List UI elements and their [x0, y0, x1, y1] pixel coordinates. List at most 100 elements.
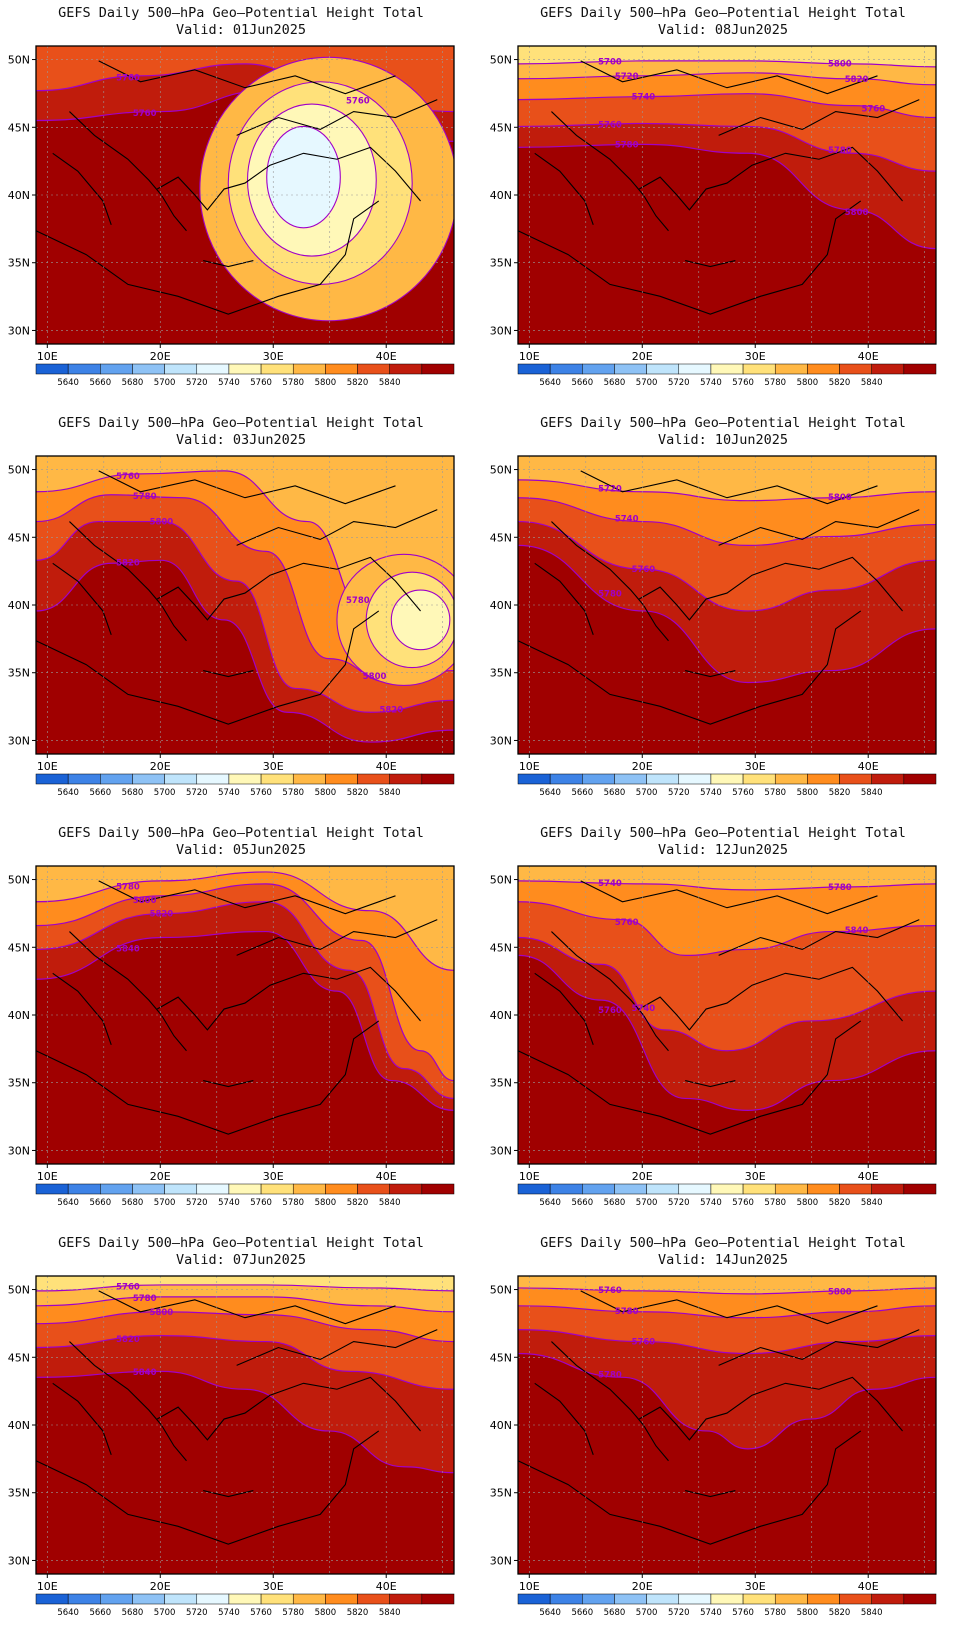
colorbar-label: 5840 — [861, 1198, 883, 1208]
colorbar-swatch — [742, 773, 776, 785]
colorbar-swatch — [807, 363, 840, 375]
map-plot: 5720 5740 5760 5780 5800 10E 20E 30E 40E 50N 45N 40… — [490, 455, 937, 798]
coastline — [638, 966, 903, 1031]
coastline — [98, 1290, 396, 1325]
colorbar-label: 5680 — [604, 1198, 626, 1208]
colorbar-swatch — [549, 1593, 583, 1605]
colorbar-swatch — [196, 363, 230, 375]
contour-label: 5780 — [116, 882, 140, 892]
lat-tick-label: 50N — [490, 1284, 512, 1297]
contour-line — [518, 954, 936, 1111]
lon-tick-label: 30E — [745, 1580, 766, 1593]
coastline — [69, 931, 187, 1052]
lat-tick-label: 30N — [8, 734, 30, 747]
colorbar-label: 5820 — [829, 1198, 851, 1208]
colorbar-swatch — [357, 363, 390, 375]
colorbar-label: 5800 — [797, 788, 819, 798]
colorbar-label: 5640 — [539, 378, 561, 388]
contour-line — [36, 871, 454, 971]
colorbar-swatch — [678, 363, 712, 375]
contour-line — [518, 880, 936, 891]
panel-title: GEFS Daily 500–hPa Geo–Potential Height … — [540, 5, 906, 21]
coastline — [69, 111, 187, 232]
contour-label: 5760 — [598, 1006, 622, 1016]
lat-tick-label: 50N — [490, 54, 512, 67]
colorbar-label: 5700 — [636, 788, 658, 798]
colorbar-swatch — [132, 1183, 165, 1195]
coastline — [36, 200, 380, 315]
coastline — [156, 1376, 421, 1441]
colorbar-swatch — [35, 1593, 69, 1605]
lon-tick-label: 40E — [858, 1170, 879, 1183]
colorbar-label: 5720 — [668, 378, 690, 388]
lon-tick-label: 30E — [745, 760, 766, 773]
contour-label: 5760 — [598, 120, 622, 130]
contour-label: 5780 — [615, 1307, 639, 1317]
contour-line — [518, 1352, 936, 1450]
lat-tick-label: 40N — [490, 189, 512, 202]
contour-label: 5760 — [346, 97, 370, 107]
panel-valid-date: Valid: 05Jun2025 — [175, 842, 307, 858]
colorbar-label: 5720 — [186, 788, 208, 798]
map-panel-4: GEFS Daily 500–hPa Geo–Potential Height … — [482, 410, 964, 820]
lon-tick-label: 20E — [150, 1170, 171, 1183]
lat-tick-label: 30N — [490, 324, 512, 337]
colorbar-label: 5780 — [282, 1198, 304, 1208]
colorbar-swatch — [710, 1593, 744, 1605]
lon-tick-label: 40E — [376, 1580, 397, 1593]
contour-label: 5840 — [845, 926, 869, 936]
coastline — [236, 509, 438, 546]
colorbar-label: 5800 — [315, 788, 337, 798]
colorbar-label: 5840 — [861, 1608, 883, 1618]
colorbar-swatch — [325, 363, 358, 375]
colorbar-label: 5640 — [539, 1198, 561, 1208]
colorbar-swatch — [164, 773, 198, 785]
colorbar-label: 5820 — [347, 788, 369, 798]
map-panel-3: GEFS Daily 500–hPa Geo–Potential Height … — [0, 410, 482, 820]
contour-line — [518, 72, 936, 86]
colorbar: 5640 5660 5680 5700 5720 5740 5760 5780 5800 5820… — [517, 363, 937, 388]
lat-tick-label: 40N — [490, 599, 512, 612]
coastline — [69, 1341, 187, 1462]
colorbar-swatch — [35, 773, 69, 785]
colorbar-swatch — [260, 363, 294, 375]
colorbar-label: 5720 — [668, 1608, 690, 1618]
contour-label: 5720 — [615, 72, 639, 82]
contour-label: 5820 — [116, 1335, 140, 1345]
coastline — [580, 1290, 878, 1325]
colorbar-label: 5780 — [764, 1198, 786, 1208]
colorbar-swatch — [517, 773, 551, 785]
colorbar-swatch — [807, 1593, 840, 1605]
coastline — [52, 152, 112, 225]
colorbar-label: 5640 — [57, 378, 79, 388]
coastline — [156, 556, 421, 621]
colorbar-label: 5800 — [797, 1608, 819, 1618]
contour-label: 5760 — [133, 109, 157, 119]
colorbar-swatch — [903, 773, 937, 785]
colorbar-label: 5760 — [732, 788, 754, 798]
contour-label: 5820 — [150, 910, 174, 920]
contour-line — [518, 122, 936, 172]
lat-tick-label: 45N — [8, 941, 30, 954]
colorbar-swatch — [325, 773, 358, 785]
colorbar-label: 5660 — [89, 1608, 111, 1618]
contour-line — [518, 901, 936, 957]
coastline — [98, 470, 396, 505]
colorbar-swatch — [710, 773, 744, 785]
colorbar-swatch — [549, 363, 583, 375]
contour-label: 5760 — [598, 1286, 622, 1296]
colorbar-label: 5680 — [122, 1608, 144, 1618]
colorbar-swatch — [517, 1183, 551, 1195]
colorbar: 5640 5660 5680 5700 5720 5740 5760 5780 5800 5820… — [35, 773, 455, 798]
lon-tick-label: 10E — [519, 1170, 540, 1183]
contour-label: 5800 — [828, 1287, 852, 1297]
contour-label: 5780 — [133, 492, 157, 502]
colorbar-swatch — [292, 1183, 326, 1195]
panel-valid-date: Valid: 10Jun2025 — [657, 432, 789, 448]
colorbar-swatch — [100, 363, 133, 375]
colorbar-label: 5660 — [89, 378, 111, 388]
lat-tick-label: 35N — [8, 667, 30, 680]
colorbar-swatch — [646, 1183, 680, 1195]
panel-valid-date: Valid: 12Jun2025 — [657, 842, 789, 858]
lon-tick-label: 40E — [376, 350, 397, 363]
